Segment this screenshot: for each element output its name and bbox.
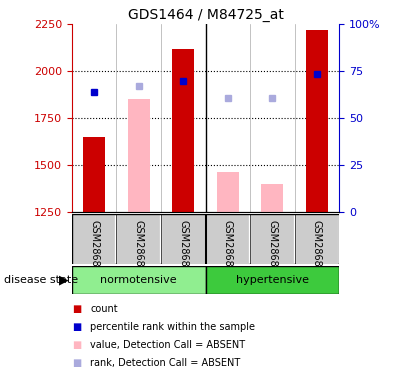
Bar [72,266,206,294]
Text: GSM28686: GSM28686 [178,220,188,273]
Text: ■: ■ [72,322,81,332]
Text: rank, Detection Call = ABSENT: rank, Detection Call = ABSENT [90,358,241,368]
Bar [306,30,328,212]
Text: GSM28683: GSM28683 [312,220,322,273]
Text: percentile rank within the sample: percentile rank within the sample [90,322,255,332]
Text: GSM28682: GSM28682 [267,220,277,273]
Text: ■: ■ [72,358,81,368]
Text: GSM28684: GSM28684 [89,220,99,273]
Text: value, Detection Call = ABSENT: value, Detection Call = ABSENT [90,340,245,350]
Bar [127,99,150,212]
Text: ▶: ▶ [59,274,69,287]
Bar [83,137,105,212]
Text: ■: ■ [72,304,81,314]
Bar [116,214,161,264]
Text: GSM28685: GSM28685 [134,220,144,273]
Bar [217,172,239,212]
Bar [206,266,339,294]
Bar [261,184,284,212]
Bar [295,214,339,264]
Text: disease state: disease state [4,275,78,285]
Bar [172,49,194,212]
Text: GSM28681: GSM28681 [223,220,233,273]
Title: GDS1464 / M84725_at: GDS1464 / M84725_at [127,8,284,22]
Text: ■: ■ [72,340,81,350]
Text: normotensive: normotensive [100,275,177,285]
Bar [72,214,116,264]
Bar [250,214,295,264]
Text: count: count [90,304,118,314]
Bar [161,214,206,264]
Text: hypertensive: hypertensive [236,275,309,285]
Bar [206,214,250,264]
